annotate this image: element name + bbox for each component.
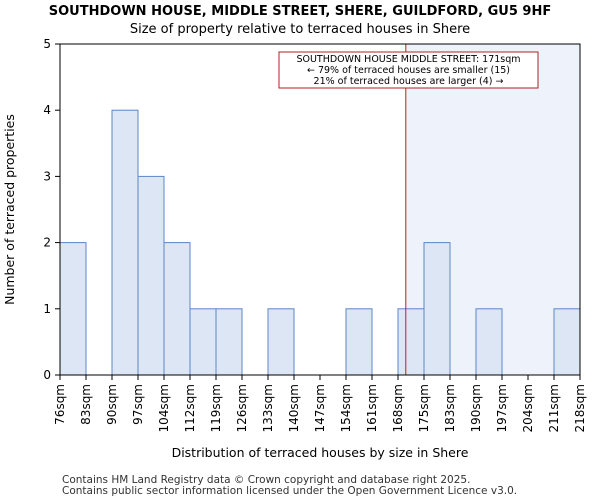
x-tick-label: 183sqm xyxy=(443,384,457,432)
annotation-line-1: SOUTHDOWN HOUSE MIDDLE STREET: 171sqm xyxy=(296,54,520,65)
x-tick-label: 211sqm xyxy=(547,384,561,432)
x-tick-label: 76sqm xyxy=(53,384,67,425)
x-tick-label: 133sqm xyxy=(261,384,275,432)
y-tick-label: 3 xyxy=(43,169,51,183)
x-tick-label: 161sqm xyxy=(365,384,379,432)
x-tick-label: 112sqm xyxy=(183,384,197,432)
bar-154sqm xyxy=(345,308,373,376)
annotation-box: SOUTHDOWN HOUSE MIDDLE STREET: 171sqm ← … xyxy=(278,51,539,89)
bar-175sqm xyxy=(423,242,451,376)
y-tick-label: 1 xyxy=(43,302,51,316)
x-tick-label: 104sqm xyxy=(157,384,171,432)
footer-line-2: Contains public sector information licen… xyxy=(62,485,518,497)
bar-190sqm xyxy=(475,308,503,376)
bar-133sqm xyxy=(267,308,295,376)
chart-title: SOUTHDOWN HOUSE, MIDDLE STREET, SHERE, G… xyxy=(48,4,552,19)
y-tick-label: 4 xyxy=(43,103,51,117)
x-tick-label: 97sqm xyxy=(131,384,145,425)
y-tick-label: 2 xyxy=(43,236,51,250)
footer-line-1: Contains HM Land Registry data © Crown c… xyxy=(62,474,471,486)
annotation-line-3: 21% of terraced houses are larger (4) → xyxy=(314,76,504,87)
bar-119sqm xyxy=(215,308,243,376)
x-tick-label: 90sqm xyxy=(105,384,119,425)
x-tick-label: 119sqm xyxy=(209,384,223,432)
x-tick-label: 147sqm xyxy=(313,384,327,432)
bar-97sqm xyxy=(137,175,165,376)
bar-76sqm xyxy=(59,242,87,376)
annotation-line-2: ← 79% of terraced houses are smaller (15… xyxy=(307,65,510,76)
x-tick-label: 168sqm xyxy=(391,384,405,432)
x-tick-label: 83sqm xyxy=(79,384,93,425)
chart-subtitle: Size of property relative to terraced ho… xyxy=(129,22,471,37)
x-tick-label: 190sqm xyxy=(469,384,483,432)
bar-211sqm xyxy=(553,308,581,376)
y-tick-label: 0 xyxy=(43,368,51,382)
x-tick-label: 218sqm xyxy=(573,384,587,432)
bar-104sqm xyxy=(163,242,191,376)
x-tick-label: 126sqm xyxy=(235,384,249,432)
bar-90sqm xyxy=(111,109,139,376)
x-tick-label: 204sqm xyxy=(521,384,535,432)
x-tick-label: 175sqm xyxy=(417,384,431,432)
y-axis-label: Number of terraced properties xyxy=(2,114,17,305)
x-tick-label: 197sqm xyxy=(495,384,509,432)
x-tick-label: 140sqm xyxy=(287,384,301,432)
x-tick-label: 154sqm xyxy=(339,384,353,432)
bar-168sqm xyxy=(397,308,425,376)
bar-112sqm xyxy=(189,308,217,376)
x-axis-label: Distribution of terraced houses by size … xyxy=(172,445,469,460)
y-tick-label: 5 xyxy=(43,37,51,51)
